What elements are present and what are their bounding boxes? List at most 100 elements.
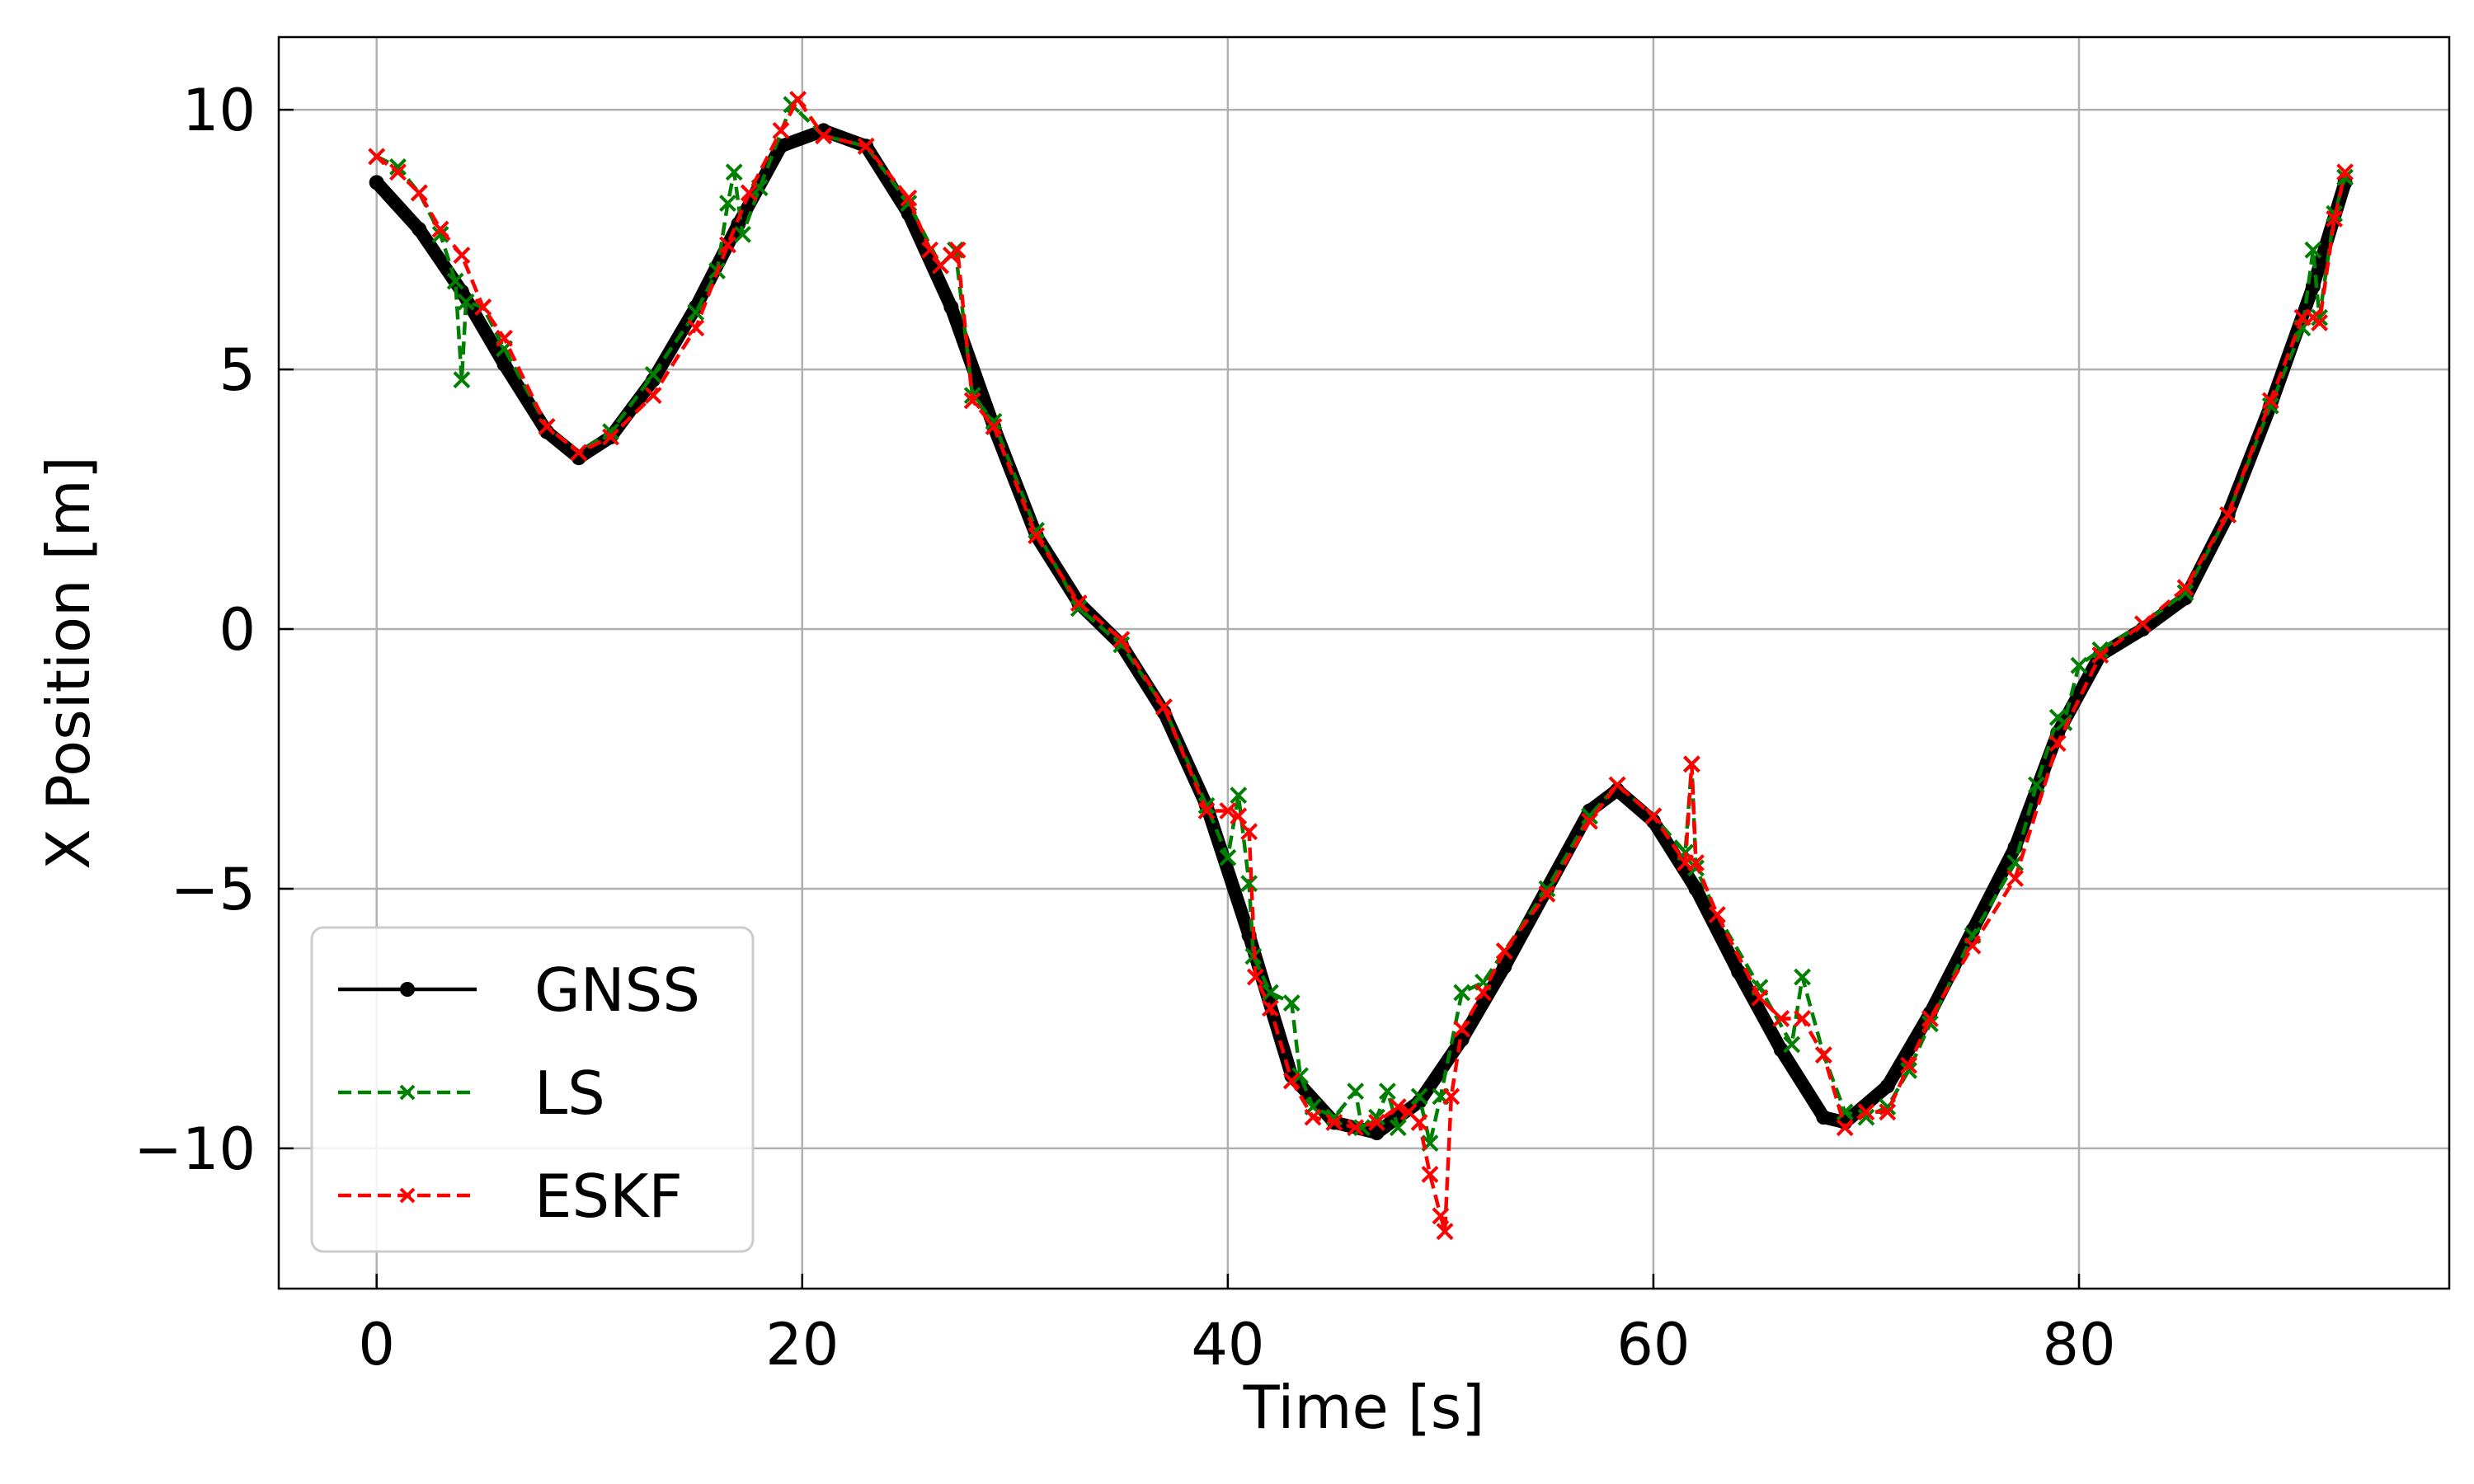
legend-marker bbox=[400, 982, 415, 997]
legend-label: ESKF bbox=[534, 1162, 683, 1231]
data-point-marker bbox=[1291, 1067, 1310, 1085]
data-point-marker bbox=[1436, 1223, 1454, 1241]
data-point-marker bbox=[2027, 776, 2045, 794]
data-point-marker bbox=[900, 189, 918, 207]
x-tick-label: 40 bbox=[1191, 1311, 1264, 1378]
data-point-marker bbox=[1347, 1119, 1365, 1137]
y-tick-label: 5 bbox=[219, 336, 256, 404]
data-point-marker bbox=[719, 195, 736, 212]
data-point-marker bbox=[789, 91, 807, 108]
data-point-marker bbox=[1219, 848, 1237, 866]
y-tick-label: −5 bbox=[171, 856, 256, 923]
data-point-marker bbox=[1708, 906, 1726, 923]
data-point-marker bbox=[1687, 854, 1705, 871]
data-point-marker bbox=[1304, 1108, 1322, 1126]
data-point-marker bbox=[1246, 968, 1264, 986]
data-point-marker bbox=[453, 371, 471, 389]
data-point-marker bbox=[1347, 1082, 1365, 1101]
x-tick-label: 20 bbox=[765, 1311, 839, 1378]
plot-area bbox=[368, 91, 2354, 1241]
data-point-marker bbox=[410, 184, 428, 202]
data-point-marker bbox=[2091, 646, 2109, 664]
data-point-marker bbox=[1282, 1072, 1300, 1090]
data-point-marker bbox=[943, 299, 959, 315]
data-point-marker bbox=[1688, 881, 1704, 896]
data-point-marker bbox=[1410, 1087, 1428, 1106]
y-axis-label: X Position [m] bbox=[34, 456, 103, 870]
data-point-marker bbox=[1687, 859, 1705, 877]
data-point-marker bbox=[1240, 875, 1258, 893]
legend-entry-ls: LS bbox=[338, 1059, 605, 1128]
data-point-marker bbox=[2326, 210, 2344, 228]
data-point-marker bbox=[985, 417, 1003, 435]
data-point-marker bbox=[772, 121, 790, 139]
data-point-marker bbox=[457, 293, 475, 311]
data-point-marker bbox=[1857, 1108, 1875, 1126]
data-point-marker bbox=[687, 319, 705, 337]
data-point-marker bbox=[1794, 968, 1811, 986]
data-point-marker bbox=[1964, 937, 1982, 955]
data-point-marker bbox=[1538, 885, 1556, 903]
data-point-marker bbox=[474, 298, 492, 316]
data-point-marker bbox=[1794, 1010, 1811, 1027]
grid bbox=[279, 37, 2449, 1289]
y-tick-label: 0 bbox=[219, 596, 256, 664]
data-point-marker bbox=[431, 220, 449, 238]
legend-box bbox=[310, 926, 755, 1253]
data-point-marker bbox=[431, 225, 449, 243]
data-point-marker bbox=[1644, 807, 1663, 825]
data-point-marker bbox=[1028, 527, 1046, 545]
data-point-marker bbox=[948, 241, 967, 259]
data-point-marker bbox=[1368, 1114, 1385, 1131]
data-point-marker bbox=[1495, 942, 1513, 960]
data-point-marker bbox=[1608, 776, 1626, 794]
legend-label: LS bbox=[534, 1059, 605, 1128]
axis-ticks bbox=[279, 108, 2081, 1289]
data-point-marker bbox=[985, 412, 1003, 430]
legend: GNSS LS ESKF bbox=[310, 926, 755, 1253]
legend-entry-eskf: ESKF bbox=[338, 1162, 683, 1231]
data-point-marker bbox=[1879, 1078, 1895, 1094]
data-point-marker bbox=[602, 423, 619, 441]
data-point-marker bbox=[1410, 1114, 1428, 1131]
data-point-marker bbox=[1900, 1056, 1917, 1074]
data-point-marker bbox=[399, 1084, 416, 1101]
x-tick-label: 80 bbox=[2042, 1311, 2115, 1378]
data-point-marker bbox=[2219, 506, 2237, 524]
data-point-marker bbox=[446, 272, 464, 290]
data-point-marker bbox=[1772, 1010, 1790, 1027]
data-point-marker bbox=[1581, 812, 1598, 830]
plot-frame bbox=[277, 35, 2451, 1290]
legend-entry-gnss: GNSS bbox=[338, 956, 700, 1025]
data-point-marker bbox=[1325, 1114, 1343, 1131]
data-point-marker bbox=[719, 236, 736, 254]
data-point-marker bbox=[644, 387, 662, 405]
data-point-marker bbox=[644, 366, 662, 383]
data-point-marker bbox=[1879, 1103, 1897, 1121]
data-point-marker bbox=[1442, 1087, 1460, 1106]
data-point-marker bbox=[1497, 959, 1512, 974]
data-point-marker bbox=[369, 175, 384, 190]
data-point-marker bbox=[2070, 656, 2088, 674]
data-point-marker bbox=[1453, 1020, 1471, 1038]
data-point-marker bbox=[1421, 1166, 1439, 1183]
data-point-marker bbox=[687, 303, 705, 322]
data-point-marker bbox=[2261, 392, 2279, 410]
data-point-marker bbox=[1230, 807, 1248, 825]
data-point-marker bbox=[2336, 163, 2354, 181]
data-point-marker bbox=[389, 163, 407, 181]
data-point-marker bbox=[921, 241, 939, 259]
data-point-marker bbox=[1070, 594, 1088, 612]
data-point-marker bbox=[1432, 1207, 1450, 1225]
data-point-marker bbox=[2311, 314, 2329, 331]
x-tick-label: 0 bbox=[358, 1311, 395, 1378]
data-point-marker bbox=[1857, 1103, 1875, 1121]
data-point-marker bbox=[1814, 1046, 1832, 1064]
data-point-marker bbox=[1389, 1119, 1407, 1137]
data-point-marker bbox=[1581, 807, 1598, 825]
data-point-marker bbox=[1197, 796, 1216, 815]
data-point-marker bbox=[2176, 584, 2194, 602]
data-point-marker bbox=[538, 417, 556, 435]
x-tick-label: 60 bbox=[1616, 1311, 1690, 1378]
data-point-marker bbox=[1731, 964, 1747, 979]
